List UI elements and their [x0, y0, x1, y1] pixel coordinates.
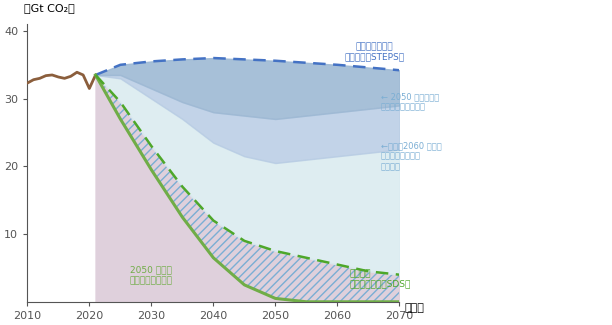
Text: 持続可能
開発シナリオ（SDS）: 持続可能 開発シナリオ（SDS）	[350, 269, 411, 288]
Text: ← 2050 年排出実質
ゼロ誓約の完全実施: ← 2050 年排出実質 ゼロ誓約の完全実施	[381, 92, 439, 112]
Text: 各国の公表政策
シナリオ（STEPS）: 各国の公表政策 シナリオ（STEPS）	[345, 42, 405, 61]
Text: 2050 年排出
実質ゼロシナリオ: 2050 年排出 実質ゼロシナリオ	[130, 266, 173, 285]
Text: ←中国「2060 年排出
実質ゼロ」宣言の
完全実施: ←中国「2060 年排出 実質ゼロ」宣言の 完全実施	[381, 141, 442, 171]
Text: （年）: （年）	[405, 303, 425, 313]
Text: （Gt CO₂）: （Gt CO₂）	[24, 3, 74, 13]
